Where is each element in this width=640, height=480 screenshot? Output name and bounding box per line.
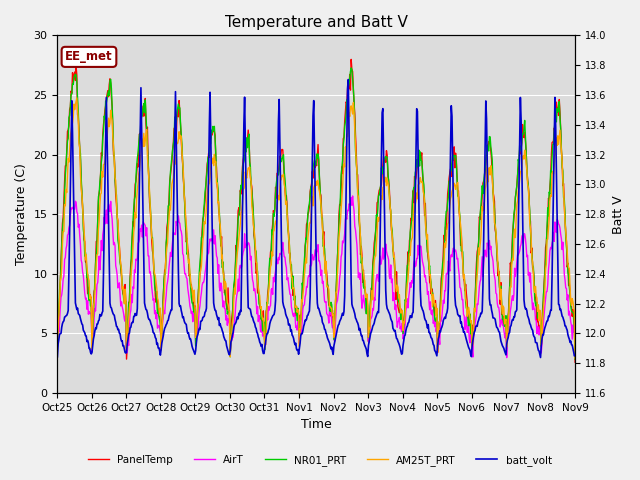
Y-axis label: Batt V: Batt V — [612, 195, 625, 234]
Line: AM25T_PRT: AM25T_PRT — [58, 98, 575, 358]
batt_volt — [537, 355, 545, 360]
AirT — [395, 318, 403, 324]
NR01_PRT — [169, 147, 177, 153]
NR01_PRT — [380, 167, 387, 172]
Title: Temperature and Batt V: Temperature and Batt V — [225, 15, 408, 30]
Legend: PanelTemp, AirT, NR01_PRT, AM25T_PRT, batt_volt: PanelTemp, AirT, NR01_PRT, AM25T_PRT, ba… — [84, 451, 556, 470]
PanelTemp — [380, 154, 387, 159]
batt_volt — [395, 340, 403, 346]
AirT — [63, 242, 70, 248]
batt_volt — [196, 326, 204, 332]
PanelTemp — [63, 149, 70, 155]
PanelTemp — [169, 147, 177, 153]
AM25T_PRT — [395, 295, 403, 301]
AM25T_PRT — [54, 344, 61, 349]
batt_volt — [572, 352, 579, 358]
AirT — [196, 303, 204, 309]
AirT — [380, 256, 387, 262]
AM25T_PRT — [117, 262, 125, 267]
batt_volt — [380, 151, 387, 157]
PanelTemp — [348, 57, 355, 62]
Line: AirT: AirT — [58, 196, 575, 358]
AM25T_PRT — [170, 175, 177, 181]
PanelTemp — [196, 270, 204, 276]
NR01_PRT — [395, 299, 403, 304]
batt_volt — [169, 264, 177, 269]
batt_volt — [116, 331, 124, 336]
Y-axis label: Temperature (C): Temperature (C) — [15, 163, 28, 265]
AM25T_PRT — [73, 95, 81, 101]
NR01_PRT — [196, 261, 204, 266]
AirT — [54, 343, 61, 349]
PanelTemp — [395, 307, 403, 313]
AM25T_PRT — [572, 355, 579, 361]
NR01_PRT — [54, 343, 61, 349]
AirT — [503, 355, 511, 360]
Line: NR01_PRT: NR01_PRT — [58, 68, 575, 359]
AirT — [169, 239, 177, 244]
AM25T_PRT — [197, 268, 205, 274]
batt_volt — [54, 354, 61, 360]
AirT — [349, 193, 356, 199]
NR01_PRT — [572, 356, 579, 362]
Line: batt_volt: batt_volt — [58, 80, 575, 358]
batt_volt — [344, 77, 352, 83]
PanelTemp — [54, 330, 61, 336]
NR01_PRT — [63, 148, 70, 154]
Text: EE_met: EE_met — [65, 50, 113, 63]
NR01_PRT — [116, 259, 124, 265]
PanelTemp — [572, 360, 579, 365]
PanelTemp — [116, 253, 124, 259]
AirT — [572, 350, 579, 356]
AirT — [116, 292, 124, 298]
AM25T_PRT — [63, 190, 70, 195]
batt_volt — [63, 312, 70, 318]
NR01_PRT — [348, 65, 355, 71]
AM25T_PRT — [380, 184, 387, 190]
X-axis label: Time: Time — [301, 419, 332, 432]
Line: PanelTemp: PanelTemp — [58, 60, 575, 362]
